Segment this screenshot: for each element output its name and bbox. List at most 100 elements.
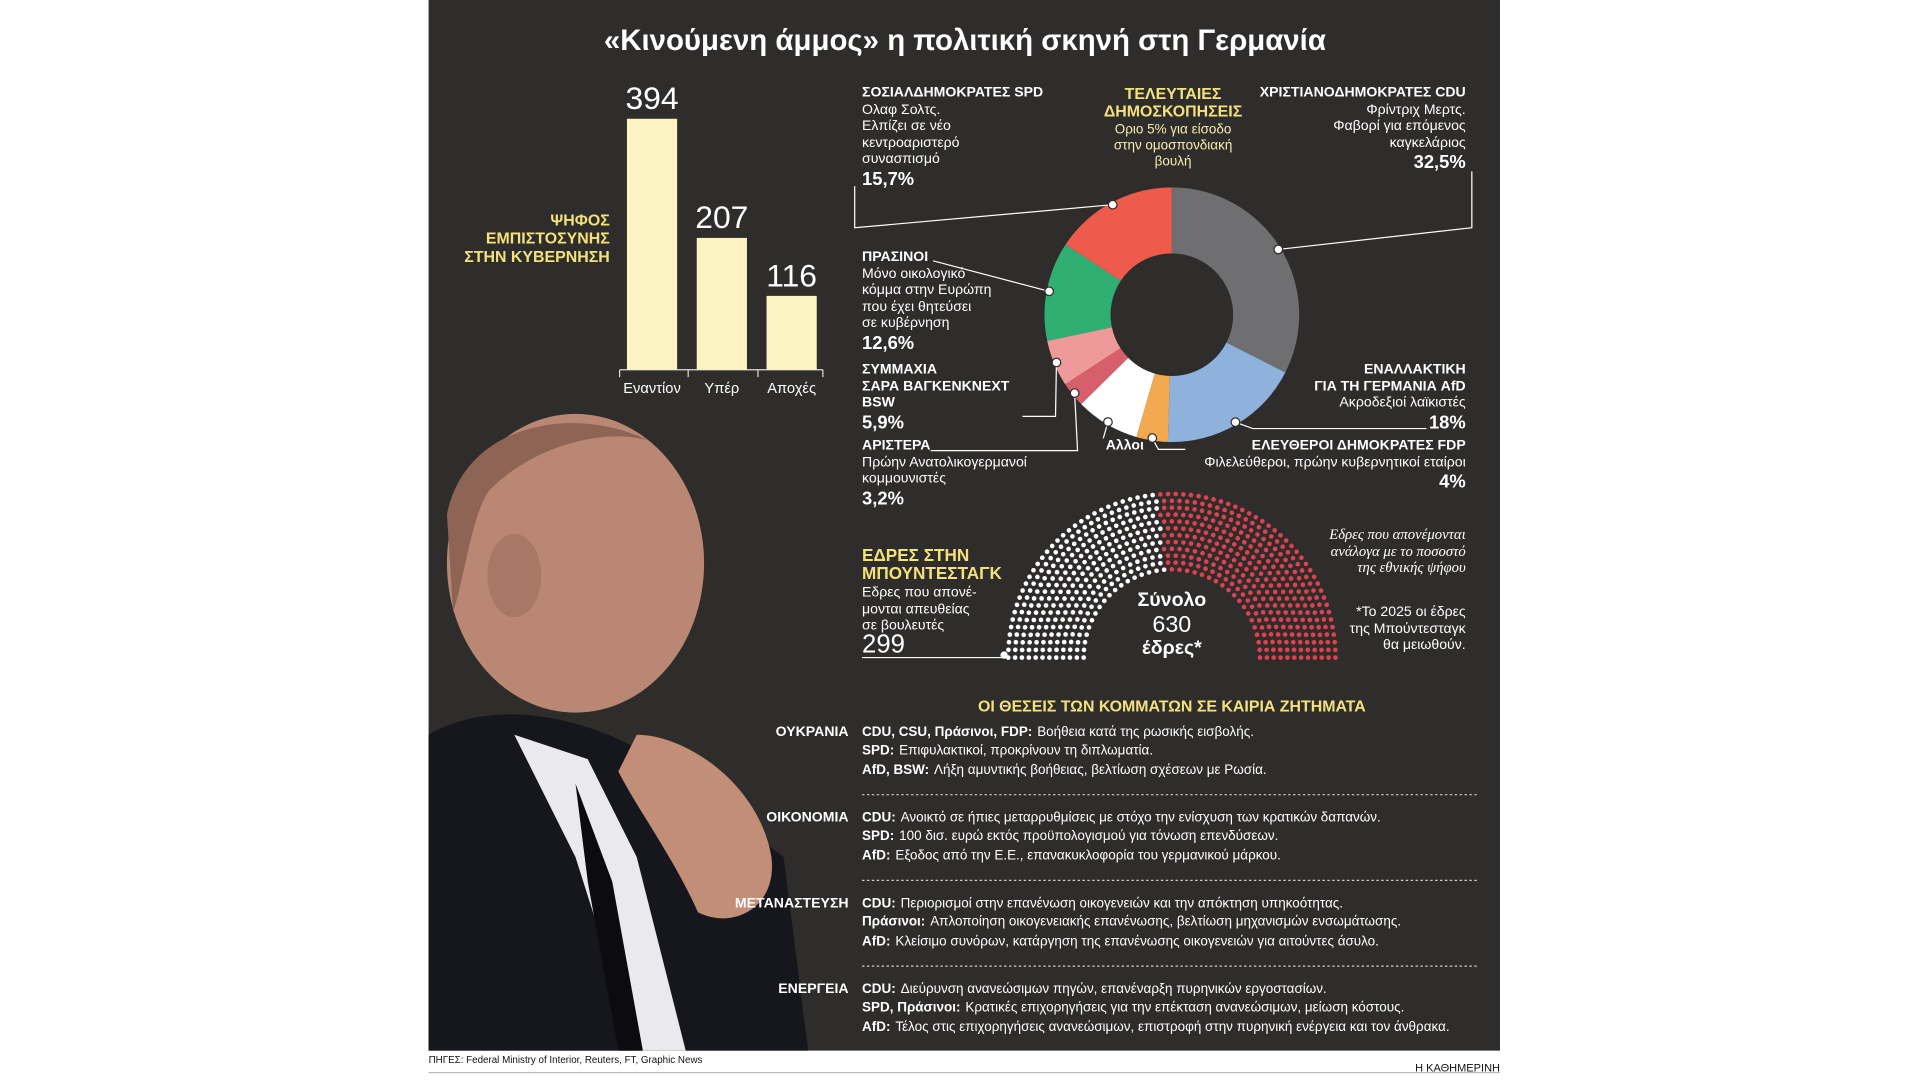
seat bbox=[1019, 609, 1025, 615]
seat bbox=[1154, 533, 1159, 539]
seat bbox=[1082, 639, 1088, 645]
slice-description: Πρώην Ανατολικογερμανοί κομμουνιστές bbox=[862, 454, 1027, 487]
seat bbox=[1257, 647, 1262, 653]
seat bbox=[1092, 511, 1097, 516]
seat bbox=[1184, 519, 1190, 525]
bar-chart-title: ΨΗΦΟΣ ΕΜΠΙΣΤΟΣΥΝΗΣ ΣΤΗΝ ΚΥΒΕΡΝΗΣΗ bbox=[464, 210, 610, 266]
seat bbox=[1330, 624, 1335, 630]
seat bbox=[1221, 559, 1227, 565]
seat bbox=[1169, 546, 1175, 552]
seat bbox=[1188, 527, 1194, 532]
seat bbox=[1259, 518, 1265, 524]
seat bbox=[1280, 544, 1285, 550]
seat bbox=[1066, 589, 1071, 595]
seat bbox=[1268, 534, 1274, 539]
seat bbox=[1283, 557, 1288, 563]
seat bbox=[1307, 617, 1313, 623]
seat bbox=[1207, 538, 1213, 544]
position-text: Εξοδος από την Ε.Ε., επανακυκλοφορία του… bbox=[895, 848, 1281, 863]
seat bbox=[1131, 503, 1137, 508]
seat bbox=[1146, 500, 1152, 505]
seat bbox=[1161, 533, 1167, 538]
seat bbox=[1079, 625, 1085, 630]
seat bbox=[1314, 595, 1319, 600]
seat bbox=[1046, 569, 1052, 575]
seat bbox=[1181, 554, 1186, 559]
seat bbox=[1157, 554, 1163, 559]
seat bbox=[1165, 512, 1171, 517]
seat bbox=[1260, 583, 1265, 589]
seat bbox=[1221, 529, 1227, 535]
seat bbox=[1154, 506, 1160, 511]
seat bbox=[1026, 647, 1032, 653]
seat bbox=[1267, 541, 1272, 547]
seat bbox=[1064, 558, 1070, 563]
seat bbox=[1082, 617, 1087, 623]
seat bbox=[1165, 491, 1171, 497]
seat bbox=[1100, 562, 1106, 567]
seat bbox=[1210, 569, 1215, 575]
seat bbox=[1089, 617, 1095, 623]
section-title: ΟΙ ΘΕΣΕΙΣ ΤΩΝ ΚΟΜΜΑΤΩΝ ΣΕ ΚΑΙΡΙΑ ΖΗΤΗΜΑΤ… bbox=[977, 696, 1366, 716]
party: SPD, Πράσινοι: bbox=[862, 1000, 961, 1016]
seat bbox=[1064, 539, 1069, 544]
seat bbox=[1120, 535, 1126, 541]
seat bbox=[1041, 639, 1046, 645]
seat bbox=[1326, 609, 1332, 615]
seat bbox=[1087, 584, 1092, 589]
pie-slice bbox=[1044, 244, 1121, 341]
seat bbox=[1026, 610, 1032, 616]
seat bbox=[1238, 545, 1244, 551]
seat bbox=[1113, 553, 1119, 559]
seat bbox=[1272, 589, 1278, 595]
seat bbox=[1302, 624, 1307, 630]
seat bbox=[1036, 624, 1042, 630]
seat bbox=[1235, 520, 1241, 526]
party: AfD: bbox=[862, 933, 891, 949]
seat bbox=[1262, 529, 1268, 534]
seat bbox=[1059, 563, 1065, 569]
seat bbox=[1289, 543, 1294, 549]
seat bbox=[1039, 555, 1045, 561]
seat bbox=[1261, 632, 1267, 638]
seat bbox=[1026, 655, 1032, 660]
total-unit: έδρες* bbox=[1141, 637, 1202, 659]
seat bbox=[1203, 544, 1209, 550]
seat bbox=[1221, 514, 1227, 520]
seat bbox=[1253, 611, 1259, 616]
seat bbox=[1074, 603, 1079, 608]
seat bbox=[1311, 588, 1316, 593]
seat bbox=[1074, 589, 1079, 595]
seat bbox=[1295, 624, 1300, 630]
seat bbox=[1102, 513, 1108, 519]
seat bbox=[1125, 578, 1131, 584]
seat bbox=[1318, 588, 1324, 593]
seat bbox=[1292, 569, 1298, 575]
position-line: SPD, Πράσινοι: Κρατικές επιχορηγήσεις για… bbox=[862, 1001, 1404, 1018]
seat bbox=[1296, 575, 1302, 581]
seat bbox=[1184, 499, 1190, 504]
seat bbox=[1184, 568, 1190, 574]
seat bbox=[1078, 553, 1084, 559]
seat bbox=[1062, 582, 1067, 588]
seat bbox=[1177, 546, 1182, 552]
legend-label: ΣΟΣΙΑΛΔΗΜΟΚΡΑΤΕΣ SPD bbox=[862, 85, 1044, 101]
seat bbox=[1311, 574, 1317, 580]
seat bbox=[1039, 596, 1044, 601]
seat bbox=[1271, 647, 1276, 653]
seat bbox=[1139, 536, 1144, 542]
position-line: CDU: Ανοικτό σε ήπιες μεταρρυθμίσεις με σ… bbox=[862, 811, 1381, 828]
x-tick-label: Αποχές bbox=[767, 379, 817, 397]
seat bbox=[1107, 541, 1112, 547]
seat bbox=[1033, 610, 1039, 615]
seat bbox=[1083, 577, 1089, 583]
position-line: CDU, CSU, Πράσινοι, FDP: Βοήθεια κατά της… bbox=[862, 725, 1254, 742]
leader-dot bbox=[1107, 199, 1118, 210]
seat bbox=[1060, 532, 1066, 538]
seat bbox=[1245, 533, 1251, 539]
seat bbox=[1321, 595, 1327, 600]
leader-line bbox=[1278, 171, 1473, 251]
seat bbox=[1122, 572, 1127, 578]
seat bbox=[1062, 596, 1067, 601]
seat bbox=[1107, 592, 1112, 598]
